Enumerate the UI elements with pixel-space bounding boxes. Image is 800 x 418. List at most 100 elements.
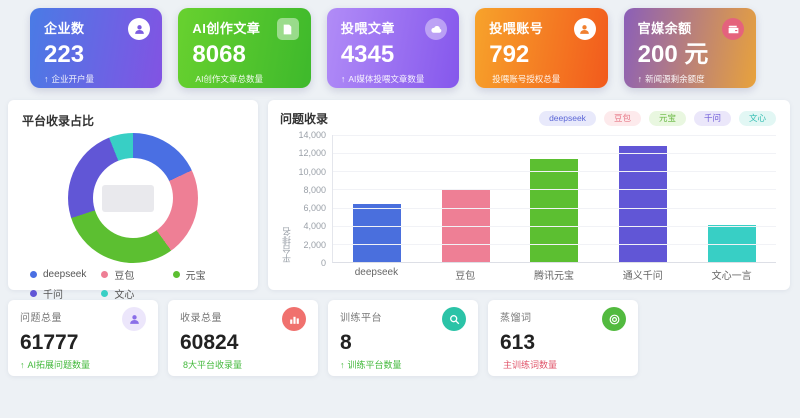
legend-dot-icon bbox=[30, 271, 37, 278]
card-value: 223 bbox=[44, 41, 85, 68]
legend-item-元宝[interactable]: 元宝 bbox=[172, 267, 240, 282]
card-head: 官媒余额 bbox=[637, 18, 745, 40]
card-value: 613 bbox=[500, 331, 536, 354]
legend-item-豆包[interactable]: 豆包 bbox=[101, 267, 168, 282]
panel-title: 问题收录 bbox=[280, 112, 329, 126]
y-axis-ticks: 14,000 12,000 10,000 8,000 6,000 4,000 2,000 0 bbox=[294, 130, 332, 268]
card-subtitle-text: 投喂账号授权总量 bbox=[492, 74, 561, 85]
card-subtitle: 主训练词数量 bbox=[500, 358, 626, 371]
gridline bbox=[333, 189, 776, 191]
card-subtitle: ↑ 训练平台数量 bbox=[340, 358, 466, 371]
category-label-deepseek: deepseek bbox=[354, 267, 399, 278]
legend-pill-千问[interactable]: 千问 bbox=[693, 111, 731, 126]
legend-label: deepseek bbox=[43, 269, 87, 280]
stat-card-inclusion-total: 收录总量 60824 8大平台收录量 bbox=[168, 300, 318, 376]
legend-item-deepseek[interactable]: deepseek bbox=[30, 267, 97, 282]
card-head: 收录总量 bbox=[180, 307, 306, 331]
up-arrow-icon: ↑ bbox=[20, 359, 25, 370]
card-subtitle: 投喂账号授权总量 bbox=[489, 73, 595, 85]
up-arrow-icon: ↑ bbox=[340, 359, 345, 370]
card-subtitle: ↑ 企业开户量 bbox=[44, 73, 150, 85]
card-subtitle-text: AI创作文章总数量 bbox=[195, 74, 263, 85]
gridline bbox=[333, 207, 776, 209]
legend-pill-豆包[interactable]: 豆包 bbox=[603, 111, 641, 126]
card-subtitle-text: AI拓展问题数量 bbox=[27, 360, 91, 371]
target-icon bbox=[602, 307, 626, 331]
legend-item-千问[interactable]: 千问 bbox=[30, 286, 97, 301]
bar-slot bbox=[599, 135, 688, 262]
y-tick-label: 8,000 bbox=[303, 184, 326, 195]
y-tick-label: 6,000 bbox=[303, 203, 326, 214]
card-subtitle: 8大平台收录量 bbox=[180, 358, 306, 371]
card-title: 问题总量 bbox=[20, 313, 62, 324]
gridline bbox=[333, 225, 776, 227]
legend-dot-icon bbox=[30, 290, 37, 297]
legend-label: 千问 bbox=[43, 290, 63, 301]
legend-pill-元宝[interactable]: 元宝 bbox=[648, 111, 686, 126]
legend-dot-icon bbox=[101, 271, 109, 278]
cloud-icon bbox=[425, 18, 448, 40]
up-arrow-icon: ↑ bbox=[637, 74, 643, 85]
card-value: 8 bbox=[340, 331, 352, 354]
donut-chart-wrap bbox=[68, 133, 198, 263]
category-label-豆包: 豆包 bbox=[455, 271, 476, 282]
legend-label: 豆包 bbox=[114, 271, 135, 282]
card-value: 61777 bbox=[20, 331, 79, 354]
panel-question-inclusion: 问题收录 deepseek 豆包 元宝 千问 文心 平台排名 14,000 12,000 1… bbox=[268, 100, 790, 290]
card-head: 蒸馏词 bbox=[500, 307, 626, 331]
bottom-stat-row: 问题总量 61777 ↑ AI拓展问题数量 收录总量 60824 8大平 bbox=[0, 290, 800, 376]
top-stat-row: 企业数 223 ↑ 企业开户量 AI创作文章 8068 AI创作文章总数 bbox=[0, 0, 800, 88]
user-icon bbox=[573, 18, 596, 40]
donut-legend: deepseek 豆包 元宝千问 文心 bbox=[22, 265, 244, 301]
y-tick-label: 0 bbox=[320, 258, 326, 268]
bar-通义千问 bbox=[619, 145, 668, 262]
card-title: 训练平台 bbox=[340, 313, 382, 324]
y-axis-label: 平台排名 bbox=[282, 227, 292, 263]
document-icon bbox=[276, 18, 299, 40]
card-subtitle: ↑ AI拓展问题数量 bbox=[20, 358, 146, 371]
legend-pills: deepseek 豆包 元宝 千问 文心 bbox=[539, 111, 776, 126]
stat-card-training-platforms: 训练平台 8 ↑ 训练平台数量 bbox=[328, 300, 478, 376]
card-head: 投喂文章 bbox=[340, 18, 448, 40]
stat-card-ai-articles: AI创作文章 8068 AI创作文章总数量 bbox=[178, 8, 311, 88]
legend-label: 元宝 bbox=[185, 271, 206, 282]
card-value: 792 bbox=[489, 41, 530, 68]
bar-chart: 平台排名 14,000 12,000 10,000 8,000 6,000 4,000 2,… bbox=[280, 130, 776, 282]
stat-card-media-balance: 官媒余额 200 元 ↑ 新闻源剩余额度 bbox=[623, 8, 757, 88]
user-icon bbox=[128, 18, 151, 40]
card-value: 60824 bbox=[180, 331, 239, 354]
category-label-通义千问: 通义千问 bbox=[622, 271, 663, 282]
gridline bbox=[333, 135, 776, 136]
gridline bbox=[333, 243, 776, 245]
stat-card-distillation-words: 蒸馏词 613 主训练词数量 bbox=[488, 300, 638, 376]
category-label-文心一言: 文心一言 bbox=[711, 271, 752, 282]
card-title: 官媒余额 bbox=[637, 21, 692, 36]
bar-chart-icon bbox=[282, 307, 306, 331]
panel-head: 问题收录 deepseek 豆包 元宝 千问 文心 bbox=[280, 110, 776, 127]
gridline bbox=[333, 153, 776, 155]
card-title: AI创作文章 bbox=[192, 21, 261, 36]
card-title: 投喂文章 bbox=[340, 21, 395, 36]
category-axis: deepseek 豆包 腾讯元宝 通义千问 文心一言 bbox=[332, 267, 776, 282]
y-tick-label: 12,000 bbox=[298, 148, 326, 159]
legend-item-文心[interactable]: 文心 bbox=[101, 286, 168, 301]
y-tick-label: 14,000 bbox=[298, 130, 326, 140]
card-head: AI创作文章 bbox=[192, 18, 299, 40]
legend-dot-icon bbox=[101, 290, 109, 297]
bar-slot bbox=[333, 135, 422, 262]
user-icon bbox=[122, 307, 146, 331]
card-title: 收录总量 bbox=[180, 313, 222, 324]
search-icon bbox=[442, 307, 466, 331]
panel-platform-share: 平台收录占比 deepseek 豆包 元宝千问 文心 bbox=[8, 100, 258, 301]
legend-pill-文心[interactable]: 文心 bbox=[738, 111, 776, 126]
card-title: 投喂账号 bbox=[489, 21, 544, 36]
watermark-overlay bbox=[101, 185, 154, 213]
plot-column: deepseek 豆包 腾讯元宝 通义千问 文心一言 bbox=[332, 135, 776, 282]
category-label-腾讯元宝: 腾讯元宝 bbox=[533, 271, 574, 282]
card-title: 蒸馏词 bbox=[500, 313, 532, 324]
card-subtitle: AI创作文章总数量 bbox=[192, 73, 298, 85]
panel-title: 平台收录占比 bbox=[22, 114, 95, 128]
card-subtitle: ↑ AI媒体投喂文章数量 bbox=[341, 73, 447, 85]
card-value: 4345 bbox=[340, 41, 395, 68]
legend-pill-deepseek[interactable]: deepseek bbox=[539, 111, 596, 126]
